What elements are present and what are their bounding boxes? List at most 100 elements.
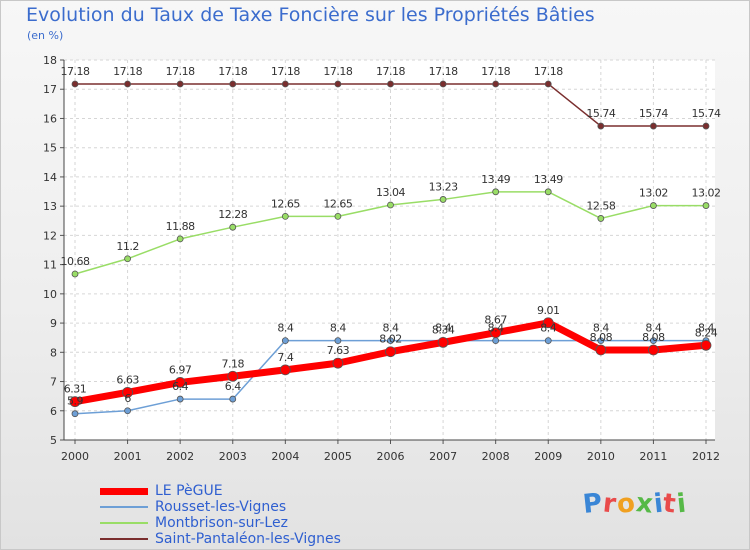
legend-swatch xyxy=(100,506,148,508)
y-tick-label: 9 xyxy=(50,317,57,330)
data-label: 17.18 xyxy=(218,65,247,78)
data-label: 13.49 xyxy=(481,173,510,186)
series-0-point xyxy=(332,357,344,369)
y-tick-label: 8 xyxy=(50,346,57,359)
data-label: 17.18 xyxy=(113,65,142,78)
series-2-point xyxy=(281,212,289,220)
data-label: 7.63 xyxy=(327,344,350,357)
data-label: 6.63 xyxy=(116,373,139,386)
data-label: 8.4 xyxy=(330,322,346,335)
series-0-point xyxy=(227,370,239,382)
series-2-point xyxy=(597,215,605,222)
data-label: 12.65 xyxy=(271,197,300,210)
data-label: 6.97 xyxy=(169,363,192,376)
data-label: 13.02 xyxy=(692,187,721,200)
series-1-point xyxy=(281,337,289,345)
series-0-point xyxy=(595,344,607,356)
data-label: 8.34 xyxy=(432,323,455,336)
data-label: 17.18 xyxy=(534,65,563,78)
data-label: 8.4 xyxy=(593,322,609,335)
series-3-point xyxy=(492,80,500,88)
series-2-point xyxy=(387,201,394,209)
x-tick-label: 2007 xyxy=(429,450,457,463)
data-label: 8.4 xyxy=(645,322,661,335)
data-label: 13.23 xyxy=(429,180,458,193)
data-label: 12.65 xyxy=(323,197,352,210)
x-tick-label: 2008 xyxy=(482,450,510,463)
y-tick-label: 14 xyxy=(43,171,57,184)
x-tick-label: 2010 xyxy=(587,450,615,463)
data-label: 8.67 xyxy=(484,314,507,327)
y-tick-label: 11 xyxy=(43,259,57,272)
data-label: 15.74 xyxy=(692,107,721,120)
series-0-point xyxy=(437,336,449,348)
x-tick-label: 2002 xyxy=(166,450,194,463)
y-tick-label: 5 xyxy=(50,434,57,447)
series-2-point xyxy=(71,270,79,278)
legend-swatch xyxy=(100,538,148,540)
data-label: 8.4 xyxy=(383,322,399,335)
series-1-point xyxy=(124,407,131,415)
series-2-point xyxy=(492,188,500,196)
series-0-point xyxy=(700,339,712,351)
series-3-point xyxy=(229,80,237,88)
data-label: 9.01 xyxy=(537,304,560,317)
y-tick-label: 17 xyxy=(43,83,57,96)
data-label: 11.2 xyxy=(116,240,139,253)
y-tick-label: 7 xyxy=(50,376,57,389)
data-label: 8.4 xyxy=(698,322,714,335)
data-label: 8.08 xyxy=(590,331,613,344)
data-label: 15.74 xyxy=(586,107,615,120)
y-tick-label: 13 xyxy=(43,200,57,213)
data-label: 8.4 xyxy=(277,322,293,335)
data-label: 8.02 xyxy=(379,333,402,346)
series-3-point xyxy=(544,80,552,88)
series-2-point xyxy=(544,188,552,196)
legend-swatch xyxy=(100,522,148,524)
data-label: 8.08 xyxy=(642,331,665,344)
series-3-point xyxy=(597,122,605,130)
series-0-point xyxy=(69,396,81,408)
series-0-point xyxy=(490,327,502,339)
data-label: 13.04 xyxy=(376,186,405,199)
data-label: 8.4 xyxy=(435,322,451,335)
data-label: 8.4 xyxy=(540,322,556,335)
series-1-point xyxy=(176,395,184,403)
x-tick-label: 2003 xyxy=(219,450,247,463)
x-tick-label: 2012 xyxy=(692,450,720,463)
series-1-point xyxy=(387,337,394,345)
chart-title: Evolution du Taux de Taxe Foncière sur l… xyxy=(26,4,595,26)
series-3-point xyxy=(334,80,342,88)
proxiti-logo: Proxiti xyxy=(581,488,689,520)
data-label: 13.49 xyxy=(534,173,563,186)
series-1-point xyxy=(544,337,552,345)
data-label: 17.18 xyxy=(376,65,405,78)
series-3-point xyxy=(650,122,657,130)
series-3-point xyxy=(387,80,394,88)
series-0-point xyxy=(385,346,396,358)
x-tick-label: 2001 xyxy=(114,450,142,463)
data-label: 17.18 xyxy=(429,65,458,78)
legend-label: Saint-Pantaléon-les-Vignes xyxy=(155,531,341,547)
data-label: 17.18 xyxy=(481,65,510,78)
y-tick-label: 12 xyxy=(43,229,57,242)
series-2-point xyxy=(124,255,131,263)
series-3-point xyxy=(281,80,289,88)
y-tick-label: 6 xyxy=(50,405,57,418)
data-label: 7.4 xyxy=(277,351,293,364)
series-0-point xyxy=(279,364,291,376)
data-label: 8.4 xyxy=(488,322,504,335)
data-label: 6.4 xyxy=(225,380,241,393)
y-tick-label: 15 xyxy=(43,142,57,155)
x-tick-label: 2004 xyxy=(271,450,299,463)
data-label: 13.02 xyxy=(639,187,668,200)
x-tick-label: 2005 xyxy=(324,450,352,463)
logo-letter: i xyxy=(675,488,689,520)
y-tick-label: 16 xyxy=(43,112,57,125)
data-label: 17.18 xyxy=(323,65,352,78)
y-tick-label: 18 xyxy=(43,54,57,67)
series-0-point xyxy=(122,386,133,398)
data-label: 15.74 xyxy=(639,107,668,120)
series-1-point xyxy=(71,410,79,418)
